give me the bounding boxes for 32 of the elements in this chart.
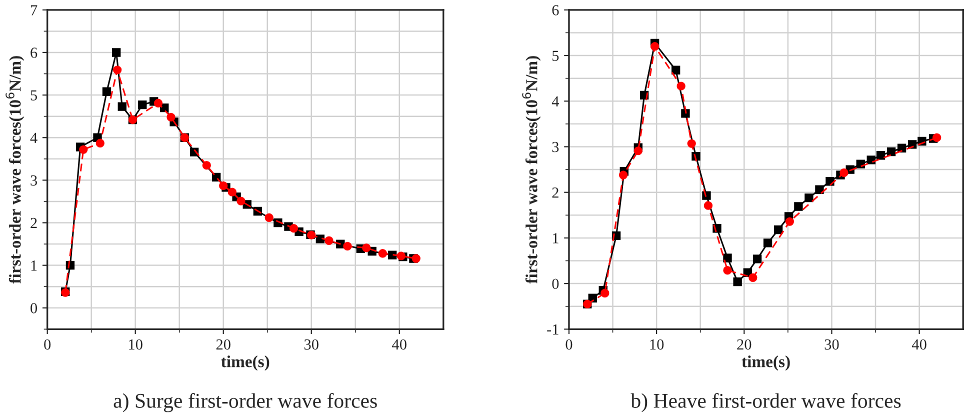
y-tick-label: 0 xyxy=(30,303,38,314)
x-tick-label: 0 xyxy=(44,339,51,350)
x-tick-label: 30 xyxy=(304,339,318,350)
y-tick-label: 6 xyxy=(30,48,38,58)
x-tick-label: 10 xyxy=(129,339,142,350)
x-tick-label: 40 xyxy=(392,339,406,350)
y-tick-label: 4 xyxy=(30,132,38,143)
y-axis-title: first-order wave forces(10$^{6}$N/m) xyxy=(522,56,541,284)
y-tick-label: 6 xyxy=(552,5,559,16)
y-tick-label: 0 xyxy=(552,278,559,290)
x-tick-label: 40 xyxy=(912,339,926,350)
y-tick-label: 2 xyxy=(552,188,558,198)
x-axis-title: time(s) xyxy=(221,356,270,371)
y-tick-label: 5 xyxy=(30,90,38,100)
x-axis-title: time(s) xyxy=(742,356,790,371)
y-tick-label: 3 xyxy=(552,142,559,152)
x-tick-label: 0 xyxy=(566,339,572,350)
x-tick-label: 30 xyxy=(824,339,839,350)
text: a) Surge first-order wave forces xyxy=(114,393,377,412)
x-tick-label: 20 xyxy=(737,339,752,350)
y-tick-label: 7 xyxy=(30,5,38,16)
y-tick-label: 1 xyxy=(552,233,558,244)
y-tick-label: 2 xyxy=(30,218,37,228)
y-tick-label: -1 xyxy=(547,324,558,334)
y-tick-label: 5 xyxy=(552,50,559,61)
y-tick-label: 4 xyxy=(552,96,560,106)
x-tick-label: 20 xyxy=(216,339,230,350)
text: b) Heave first-order wave forces xyxy=(630,393,901,412)
x-tick-label: 10 xyxy=(650,339,664,350)
y-axis-title: first-order wave forces(10$^{6}$N/m) xyxy=(6,56,24,284)
y-tick-label: 3 xyxy=(30,175,38,186)
y-tick-label: 1 xyxy=(31,260,37,271)
